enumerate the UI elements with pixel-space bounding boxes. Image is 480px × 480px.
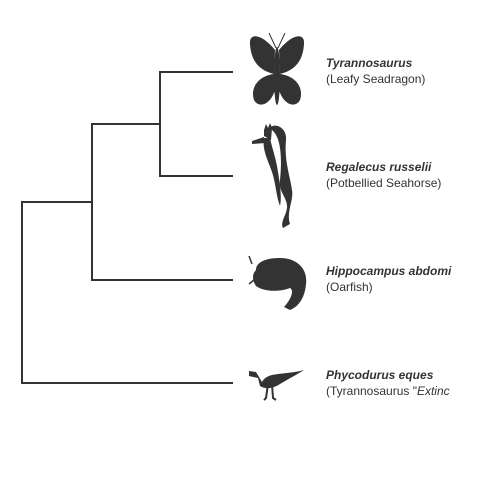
taxon-common-name: (Leafy Seadragon): [326, 72, 426, 86]
taxon-common-prefix: (Tyrannosaurus ": [326, 384, 417, 398]
taxon-label-3: Hippocampus abdomi (Oarfish): [326, 263, 451, 295]
branch-root: [21, 201, 233, 384]
taxon-label-1: Tyrannosaurus (Leafy Seadragon): [326, 55, 425, 87]
taxon-scientific-name: Tyrannosaurus: [326, 56, 413, 70]
tree-branches: [21, 71, 233, 384]
branch-clade-b: [159, 71, 233, 177]
taxon-scientific-name: Phycodurus eques: [326, 368, 434, 382]
taxon-common-italic: Extinc: [416, 384, 450, 398]
taxon-label-2: Regalecus russelii (Potbellied Seahorse): [326, 159, 441, 191]
butterfly-icon: [249, 32, 305, 105]
taxon-common-name: (Oarfish): [326, 280, 373, 294]
taxon-common-name: (Tyrannosaurus "Extinc: [326, 383, 450, 399]
dinosaur-icon: [249, 370, 304, 401]
branch-clade-a: [91, 123, 233, 281]
isopod-icon: [248, 255, 307, 310]
taxon-scientific-name: Hippocampus abdomi: [326, 264, 452, 278]
taxon-label-4: Phycodurus eques (Tyrannosaurus "Extinc: [326, 367, 450, 399]
taxon-common-name: (Potbellied Seahorse): [326, 176, 442, 190]
seahorse-icon: [252, 123, 293, 228]
taxon-scientific-name: Regalecus russelii: [326, 160, 432, 174]
